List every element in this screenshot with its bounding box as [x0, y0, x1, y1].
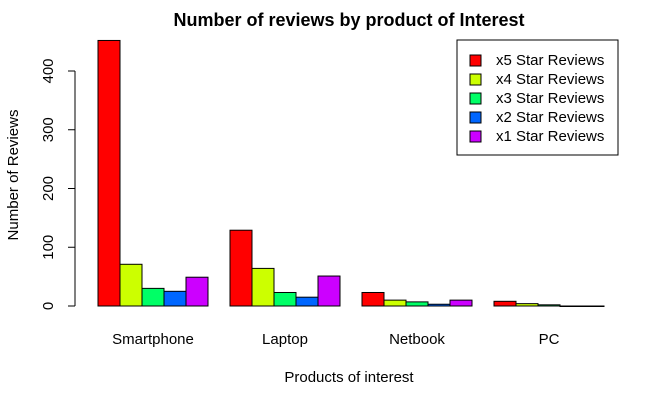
bar	[251, 267, 275, 307]
bar	[515, 303, 539, 307]
legend-label: x2 Star Reviews	[496, 109, 604, 126]
x-category-label: PC	[539, 331, 560, 348]
legend-swatch	[469, 92, 482, 105]
legend-swatch	[469, 130, 482, 143]
y-axis-label: Number of Reviews	[5, 110, 22, 241]
bar	[493, 300, 517, 307]
legend-label: x1 Star Reviews	[496, 128, 604, 145]
bar	[97, 39, 121, 307]
bar	[295, 296, 319, 307]
x-axis-label: Products of interest	[284, 369, 414, 386]
x-category-label: Smartphone	[112, 331, 194, 348]
legend-swatch	[469, 54, 482, 67]
legend-swatch	[469, 111, 482, 124]
y-tick-label: 300	[40, 117, 57, 142]
legend-label: x5 Star Reviews	[496, 52, 604, 69]
bars-group	[97, 39, 605, 307]
legend-label: x4 Star Reviews	[496, 71, 604, 88]
y-tick-label: 0	[40, 302, 57, 310]
y-tick-label: 400	[40, 58, 57, 83]
bar	[229, 229, 253, 307]
bar	[317, 275, 341, 307]
legend-box	[456, 39, 619, 156]
x-category-label: Laptop	[262, 331, 308, 348]
x-category-labels: Smartphone Laptop Netbook PC	[112, 331, 559, 348]
legend: x5 Star Reviews x4 Star Reviews x3 Star Re…	[456, 39, 619, 156]
y-axis: 0 100 200 300 400	[40, 58, 76, 310]
bar	[361, 291, 385, 307]
chart-title: Number of reviews by product of Interest	[173, 10, 524, 30]
bar	[141, 287, 165, 307]
bar	[273, 291, 297, 307]
legend-swatch	[469, 73, 482, 86]
bar	[449, 299, 473, 307]
bar	[405, 301, 429, 307]
bar	[581, 305, 605, 307]
y-tick-label: 200	[40, 176, 57, 201]
bar	[383, 299, 407, 307]
bar	[185, 276, 209, 307]
x-category-label: Netbook	[389, 331, 445, 348]
bar	[119, 263, 143, 307]
bar	[163, 290, 187, 307]
legend-label: x3 Star Reviews	[496, 90, 604, 107]
bar	[559, 305, 583, 307]
y-tick-label: 100	[40, 235, 57, 260]
bar	[537, 304, 561, 307]
bar	[427, 303, 451, 307]
